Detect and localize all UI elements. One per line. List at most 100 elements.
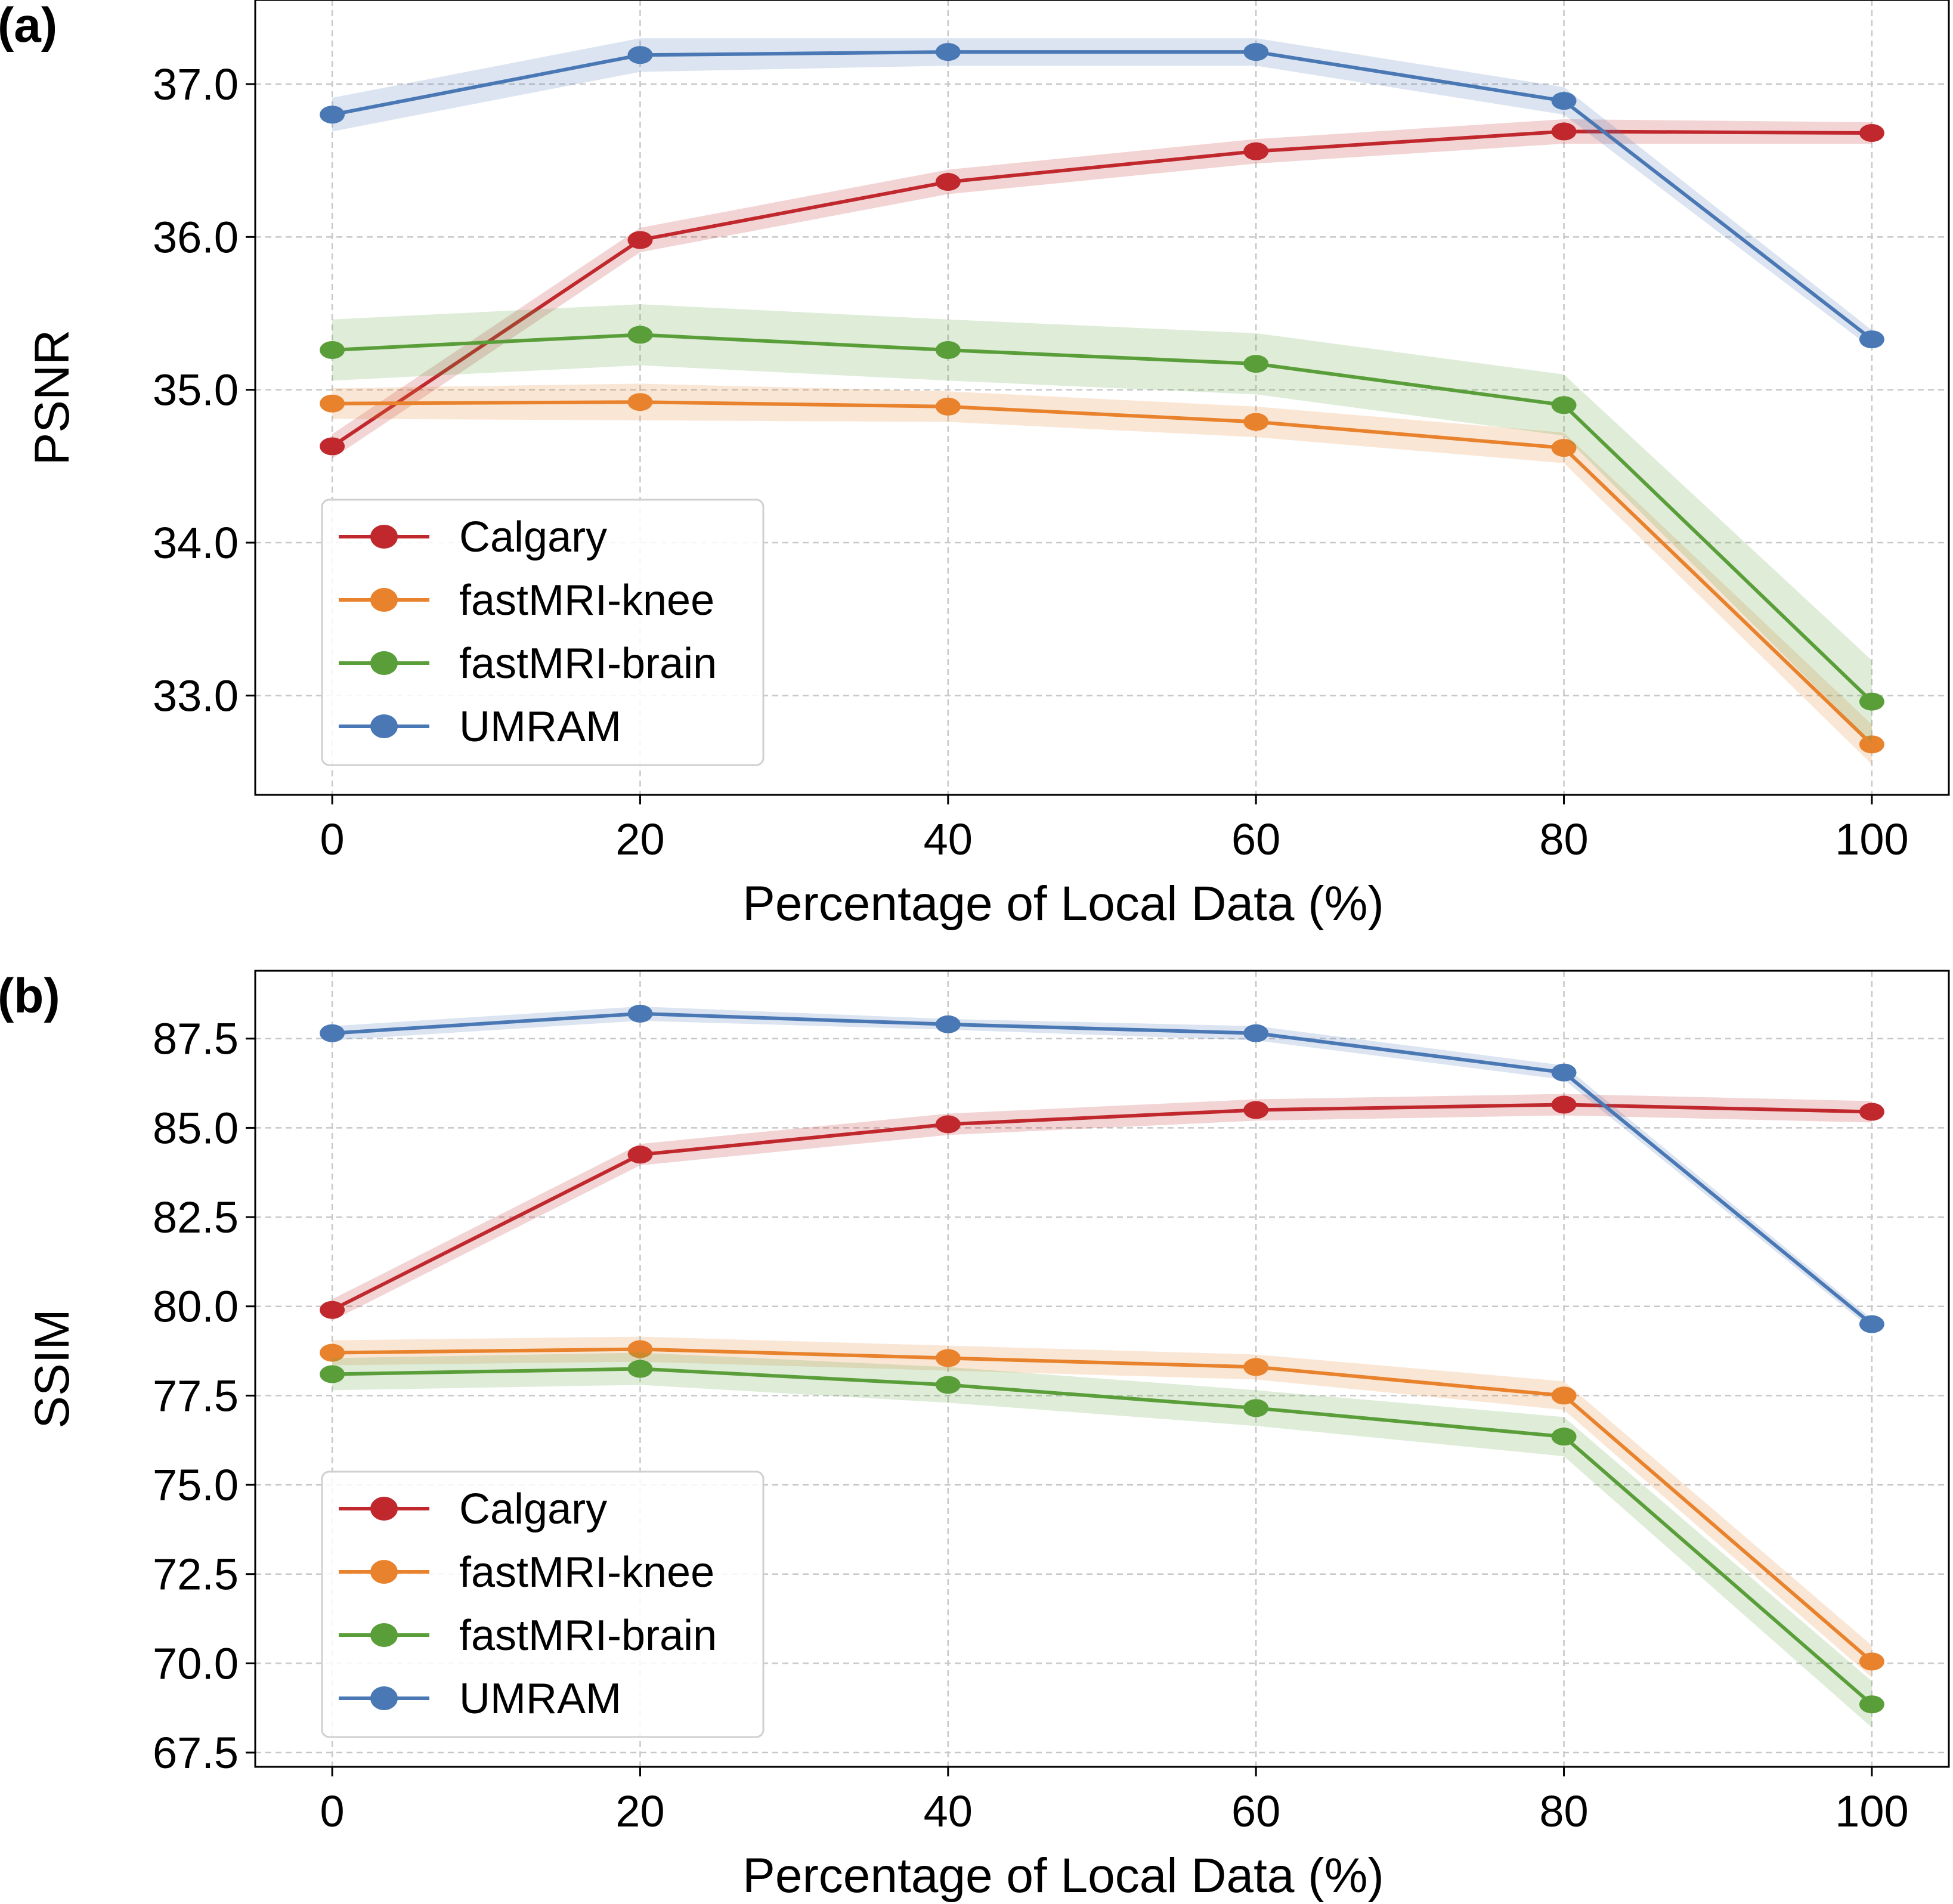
psnr-point-calgary (935, 173, 961, 191)
psnr-ytick-label: 36.0 (153, 212, 239, 262)
ssim-xtick-label: 80 (1539, 1787, 1588, 1836)
ssim-ytick-label: 87.5 (153, 1014, 239, 1064)
ssim-point-fastmri-brain (1243, 1399, 1269, 1417)
ssim-xtick-label: 20 (615, 1787, 664, 1836)
ssim-point-umram (1243, 1024, 1269, 1042)
psnr-point-umram (1243, 43, 1269, 61)
ssim-legend-box (321, 1470, 765, 1738)
ssim-legend-label: fastMRI-knee (459, 1549, 714, 1596)
psnr-point-calgary (627, 231, 653, 249)
ssim-point-calgary (1243, 1101, 1269, 1119)
psnr-line-umram (332, 50, 1873, 341)
psnr-ytick-label: 35.0 (153, 366, 239, 415)
psnr-point-fastmri-knee (627, 393, 653, 411)
psnr-legend-label: UMRAM (459, 703, 621, 751)
ssim-legend-item-calgary: Calgary (339, 1485, 607, 1533)
psnr-point-fastmri-brain (935, 341, 961, 360)
ssim-ytick-label: 67.5 (153, 1728, 239, 1778)
ssim-band-fastmri-brain (332, 1352, 1872, 1728)
psnr-point-calgary (1859, 124, 1884, 143)
ssim-xtick-label: 40 (924, 1787, 973, 1836)
ssim-legend-item-fastmri-brain: fastMRI-brain (339, 1612, 717, 1660)
ssim-ytick-label: 77.5 (153, 1371, 239, 1420)
psnr-legend-label: Calgary (459, 513, 607, 561)
psnr-xtick-label: 100 (1835, 815, 1908, 864)
ssim-point-umram (627, 1004, 653, 1023)
ssim-series-fastmri-brain (320, 1352, 1884, 1728)
ssim-legend-marker (370, 1686, 398, 1710)
psnr-chart: 0 20 40 60 80 100 33.0 34.0 35.0 36.0 37.0 Percenta… (0, 0, 1950, 931)
psnr-xtick-label: 20 (615, 815, 664, 864)
ssim-point-fastmri-knee (1551, 1386, 1577, 1405)
ssim-point-fastmri-knee (1243, 1358, 1269, 1376)
psnr-legend-label: fastMRI-knee (459, 577, 714, 624)
ssim-xtick-label: 100 (1835, 1787, 1908, 1836)
psnr-legend-marker (370, 525, 398, 549)
ssim-ytick-label: 80.0 (153, 1282, 239, 1332)
ssim-point-fastmri-knee (320, 1343, 345, 1362)
psnr-band-umram (332, 38, 1872, 349)
psnr-ytick-label: 37.0 (153, 60, 239, 109)
psnr-point-umram (935, 43, 961, 61)
psnr-point-fastmri-knee (1551, 439, 1577, 457)
psnr-line-calgary (331, 129, 1872, 448)
ssim-ytick-label: 70.0 (153, 1639, 239, 1688)
psnr-point-umram (320, 106, 345, 124)
psnr-y-axis-label: PSNR (25, 330, 79, 466)
ssim-ytick-label: 85.0 (153, 1103, 239, 1153)
ssim-point-umram (935, 1015, 961, 1033)
psnr-xtick-label: 0 (320, 815, 345, 864)
ssim-point-fastmri-brain (627, 1360, 653, 1378)
ssim-point-fastmri-brain (935, 1376, 961, 1394)
ssim-legend-item-fastmri-knee: fastMRI-knee (339, 1549, 714, 1596)
psnr-xtick-label: 60 (1231, 815, 1280, 864)
psnr-axes-frame (254, 0, 1950, 796)
psnr-ytick-label: 33.0 (153, 671, 239, 720)
psnr-point-calgary (1243, 142, 1269, 160)
ssim-point-calgary (1551, 1095, 1577, 1114)
psnr-point-fastmri-brain (320, 341, 345, 360)
psnr-point-fastmri-knee (320, 394, 345, 413)
ssim-legend: Calgary fastMRI-knee fastMRI-brain UMRAM (321, 1470, 765, 1738)
ssim-ytick-label: 72.5 (153, 1550, 239, 1599)
ssim-legend-label: Calgary (459, 1485, 607, 1533)
ssim-legend-label: fastMRI-brain (459, 1612, 717, 1660)
ssim-point-umram (1551, 1063, 1577, 1082)
ssim-point-fastmri-brain (320, 1365, 345, 1383)
psnr-point-calgary (320, 437, 345, 456)
ssim-x-axis-label: Percentage of Local Data (%) (742, 1849, 1384, 1903)
psnr-point-umram (1551, 92, 1577, 110)
ssim-ytick-label: 82.5 (153, 1193, 239, 1242)
ssim-point-calgary (1859, 1103, 1884, 1121)
ssim-ytick-label: 75.0 (153, 1460, 239, 1510)
ssim-axes-frame (254, 970, 1950, 1768)
ssim-point-fastmri-brain (1859, 1695, 1884, 1714)
ssim-point-fastmri-knee (1859, 1652, 1884, 1671)
psnr-point-umram (1859, 330, 1884, 349)
psnr-point-fastmri-knee (1859, 735, 1884, 754)
ssim-line-calgary (331, 1103, 1872, 1312)
psnr-series-calgary (320, 119, 1884, 459)
psnr-legend-box (321, 499, 765, 766)
psnr-series-fastmri-brain (320, 304, 1884, 743)
psnr-point-fastmri-brain (1859, 692, 1884, 711)
ssim-xtick-label: 60 (1231, 1787, 1280, 1836)
psnr-point-fastmri-knee (1243, 413, 1269, 431)
psnr-legend-item-calgary: Calgary (339, 513, 607, 561)
ssim-band-calgary (332, 1094, 1872, 1321)
ssim-legend-item-umram: UMRAM (339, 1675, 621, 1723)
psnr-band-fastmri-brain (332, 304, 1872, 743)
psnr-legend-marker (370, 714, 398, 738)
psnr-xtick-label: 80 (1539, 815, 1588, 864)
ssim-point-fastmri-knee (935, 1349, 961, 1367)
ssim-point-calgary (935, 1115, 961, 1134)
ssim-legend-marker (370, 1560, 398, 1584)
ssim-legend-marker (370, 1497, 398, 1521)
psnr-point-fastmri-brain (1243, 355, 1269, 373)
psnr-legend-marker (370, 588, 398, 612)
psnr-legend-marker (370, 651, 398, 675)
ssim-legend-marker (370, 1623, 398, 1647)
psnr-series-umram (320, 38, 1884, 349)
ssim-band-umram (332, 1006, 1872, 1330)
